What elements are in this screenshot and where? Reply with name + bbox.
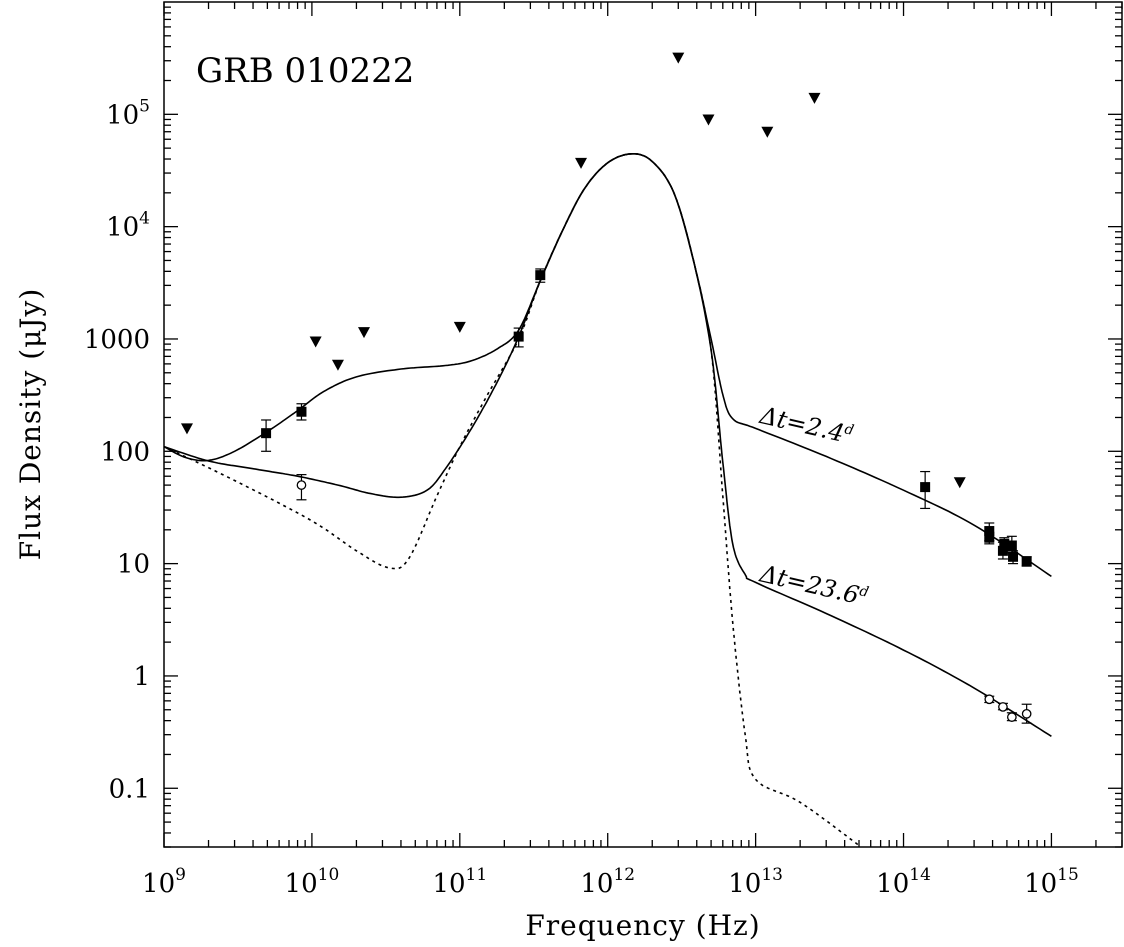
x-tick-label: 1014 [876,865,931,899]
upper-limit-marker [331,359,344,371]
detection-point [984,526,995,537]
upper-limit-marker [702,114,715,126]
x-tick-label: 1011 [432,865,487,899]
detection-point [984,532,995,543]
tick-labels: 109 1010 1011 1012 1013 1014 1015 0.1 1 10 100 1000… [84,96,1079,899]
late-detection-point [998,702,1008,712]
detection-point [535,270,546,281]
model-curve-dotted [163,153,860,847]
detection-point [1021,556,1032,567]
upper-limit-marker [808,92,821,104]
detection-point [999,538,1010,549]
upper-limit-marker [953,477,966,489]
y-tick-label: 1000 [84,325,150,355]
x-tick-label: 1012 [580,865,635,899]
detection-point [920,482,931,493]
late-detection-point [984,694,995,705]
upper-limit-marker [180,423,193,435]
late-detection-point [1007,712,1017,722]
y-axis-title: Flux Density (μJy) [14,288,47,561]
detection-point [296,406,307,417]
model-curve-4 [163,153,1052,737]
late-detection-point [1021,708,1032,719]
detection-point [261,428,272,439]
y-tick-label: 100 [100,437,150,467]
curve-labels: Δt=2.4d Δt=23.6d [756,401,870,611]
y-tick-label: 104 [106,209,150,243]
curve-label: Δt=23.6d [756,559,870,611]
detection-point [1008,551,1019,562]
y-tick-label: 10 [117,550,150,580]
model-curves [163,153,1052,847]
data-points [180,52,1032,724]
chart-title: GRB 010222 [196,51,414,91]
upper-limit-marker [357,327,370,339]
curve-label: Δt=2.4d [756,401,855,450]
upper-limit-marker [672,52,685,64]
plot-frame [163,1,1123,848]
upper-limit-marker [453,321,466,333]
y-tick-label: 1 [133,662,150,692]
x-axis-title: Frequency (Hz) [525,909,760,942]
upper-limit-marker [575,157,588,169]
x-tick-label: 1010 [285,865,340,899]
upper-limit-marker [761,126,774,138]
x-tick-label: 1013 [728,865,783,899]
y-tick-label: 105 [106,96,150,130]
detection-point [513,331,524,342]
y-tick-label: 0.1 [109,774,150,804]
upper-limit-marker [309,336,322,348]
x-tick-label: 109 [142,865,186,899]
x-tick-label: 1015 [1024,865,1079,899]
axis-ticks [163,2,1123,848]
detection-point [1006,540,1017,551]
late-detection-point [296,480,307,490]
